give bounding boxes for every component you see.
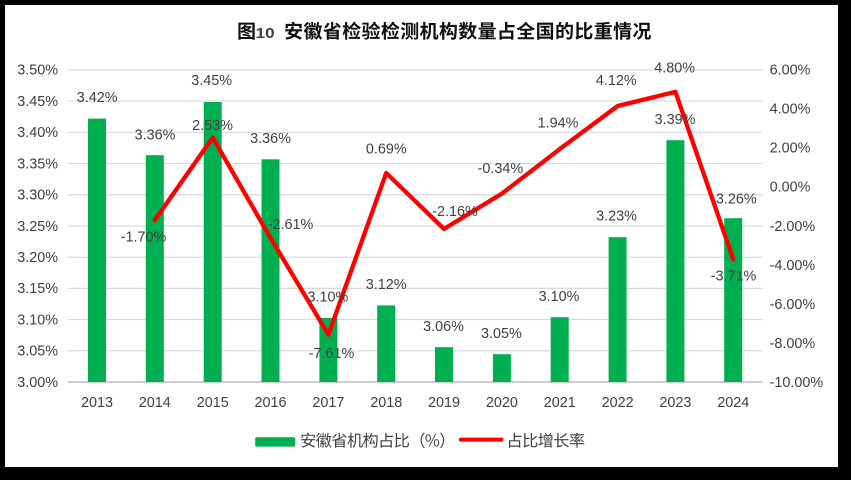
svg-text:2014: 2014 [139,395,171,411]
svg-text:4.12%: 4.12% [596,73,637,89]
svg-text:-2.61%: -2.61% [268,217,314,233]
svg-text:3.35%: 3.35% [17,156,58,172]
svg-text:2015: 2015 [197,395,229,411]
svg-text:3.10%: 3.10% [17,312,58,328]
svg-text:-2.16%: -2.16% [432,204,478,220]
svg-text:2018: 2018 [370,395,402,411]
svg-text:2022: 2022 [602,395,634,411]
svg-text:2013: 2013 [81,395,113,411]
svg-text:6.00%: 6.00% [770,63,811,79]
svg-text:2023: 2023 [659,395,691,411]
svg-text:-0.34%: -0.34% [478,161,524,177]
svg-text:3.26%: 3.26% [716,192,757,208]
svg-text:2021: 2021 [544,395,576,411]
svg-text:10: 10 [256,26,275,42]
svg-text:3.39%: 3.39% [655,112,696,128]
svg-text:-10.00%: -10.00% [770,375,824,391]
svg-text:3.12%: 3.12% [366,277,407,293]
svg-text:-1.70%: -1.70% [121,230,167,246]
svg-text:3.45%: 3.45% [191,73,232,89]
svg-text:3.10%: 3.10% [539,289,580,305]
svg-text:-3.71%: -3.71% [711,268,757,284]
svg-text:2.00%: 2.00% [770,141,811,157]
svg-text:3.50%: 3.50% [17,63,58,79]
svg-text:3.36%: 3.36% [250,131,291,147]
svg-text:2016: 2016 [254,395,286,411]
svg-text:-2.00%: -2.00% [770,219,816,235]
svg-text:3.10%: 3.10% [307,290,348,306]
svg-text:-8.00%: -8.00% [770,336,816,352]
svg-text:-7.61%: -7.61% [309,346,355,362]
svg-text:0.00%: 0.00% [770,180,811,196]
svg-text:3.36%: 3.36% [135,128,176,144]
svg-text:2017: 2017 [312,395,344,411]
svg-text:4.00%: 4.00% [770,102,811,118]
svg-text:1.94%: 1.94% [538,116,579,132]
svg-text:3.05%: 3.05% [481,326,522,342]
svg-text:-4.00%: -4.00% [770,258,816,274]
svg-text:3.40%: 3.40% [17,125,58,141]
svg-text:3.20%: 3.20% [17,250,58,266]
svg-text:3.25%: 3.25% [17,219,58,235]
svg-text:4.80%: 4.80% [654,60,695,76]
svg-text:2019: 2019 [428,395,460,411]
svg-text:-6.00%: -6.00% [770,297,816,313]
svg-text:3.00%: 3.00% [17,375,58,391]
svg-text:2.53%: 2.53% [192,118,233,134]
svg-text:3.06%: 3.06% [423,319,464,335]
svg-text:3.15%: 3.15% [17,281,58,297]
svg-text:3.05%: 3.05% [17,344,58,360]
svg-text:3.30%: 3.30% [17,188,58,204]
svg-text:3.45%: 3.45% [17,94,58,110]
svg-text:3.23%: 3.23% [596,209,637,225]
svg-text:2024: 2024 [717,395,749,411]
svg-text:2020: 2020 [486,395,518,411]
svg-text:3.42%: 3.42% [77,90,118,106]
svg-text:0.69%: 0.69% [366,141,407,157]
